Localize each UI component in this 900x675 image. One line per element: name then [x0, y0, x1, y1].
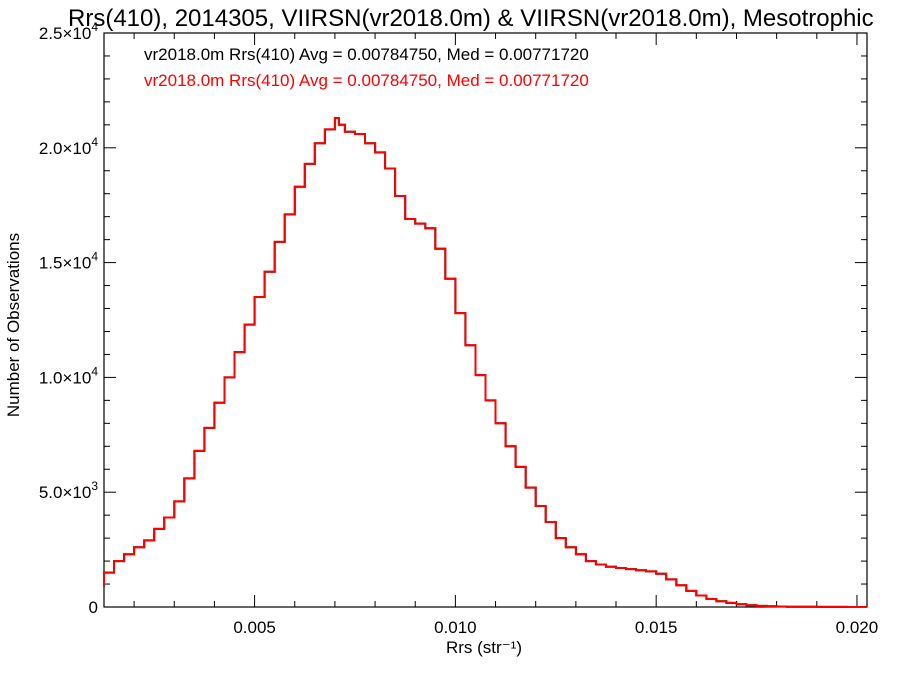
series-line-1	[103, 117, 867, 608]
y-tick-label: 2.5×104	[39, 20, 98, 43]
y-axis-label: Number of Observations	[4, 233, 23, 417]
chart-title: Rrs(410), 2014305, VIIRSN(vr2018.0m) & V…	[68, 5, 874, 32]
y-tick-label: 0	[89, 598, 98, 617]
y-tick-label: 1.0×104	[39, 364, 98, 387]
legend-entry-1: vr2018.0m Rrs(410) Avg = 0.00784750, Med…	[144, 45, 589, 64]
y-tick-label: 1.5×104	[39, 250, 98, 273]
y-tick-label: 5.0×103	[39, 479, 98, 502]
series-line-2	[103, 117, 867, 608]
x-tick-label: 0.015	[635, 618, 678, 637]
x-tick-label: 0.010	[434, 618, 477, 637]
y-tick-label: 2.0×104	[39, 135, 98, 158]
legend-entry-2: vr2018.0m Rrs(410) Avg = 0.00784750, Med…	[144, 71, 589, 90]
x-tick-label: 0.005	[233, 618, 276, 637]
x-tick-label: 0.020	[836, 618, 879, 637]
plot-frame	[103, 32, 868, 608]
x-axis-label: Rrs (str⁻¹)	[446, 638, 522, 657]
